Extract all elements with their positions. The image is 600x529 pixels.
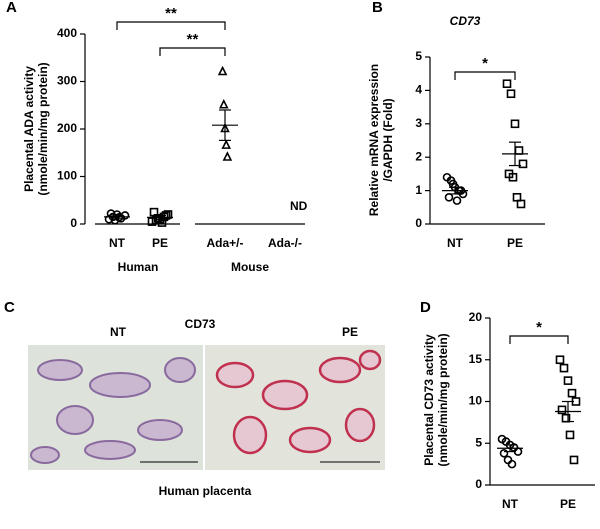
x-tick-label: PE — [560, 497, 576, 511]
y-tick-label: 20 — [469, 310, 483, 324]
data-point — [217, 65, 228, 76]
y-tick-label: 3 — [415, 116, 422, 130]
data-point — [163, 210, 173, 219]
y-tick-label: 2 — [415, 149, 422, 163]
x-tick-label: Ada-/- — [268, 236, 302, 250]
data-point — [219, 98, 229, 109]
data-point — [510, 119, 520, 129]
significance-label: ** — [187, 31, 199, 48]
data-point — [452, 196, 462, 205]
y-tick-label: 15 — [469, 352, 483, 366]
y-tick-label: 0 — [475, 477, 482, 491]
x-tick-label: NT — [447, 236, 464, 250]
data-point — [502, 79, 512, 89]
data-point — [569, 455, 579, 465]
image-caption: Human placenta — [159, 484, 252, 498]
data-point — [222, 151, 233, 161]
y-tick-label: 200 — [57, 121, 77, 135]
significance-label: ** — [165, 5, 177, 22]
y-tick-label: 4 — [415, 83, 422, 97]
significance-bracket — [159, 47, 226, 56]
significance-label: * — [482, 55, 488, 72]
data-point — [444, 192, 454, 202]
x-tick-label: NT — [502, 497, 519, 511]
panel-label: B — [372, 0, 383, 16]
y-tick-label: 5 — [475, 435, 482, 449]
y-tick-label: 5 — [415, 49, 422, 63]
x-tick-label: PE — [507, 236, 523, 250]
significance-bracket — [509, 335, 569, 344]
panel-label: D — [420, 299, 431, 316]
data-point — [555, 355, 565, 365]
panel-label: C — [4, 299, 15, 316]
y-tick-label: 100 — [57, 169, 77, 183]
annotation: ND — [290, 199, 308, 213]
data-point — [507, 459, 517, 469]
y-tick-label: 10 — [469, 394, 483, 408]
x-tick-label: Ada+/- — [206, 236, 243, 250]
data-point — [563, 376, 573, 385]
data-point — [508, 172, 518, 182]
data-point — [516, 199, 526, 209]
image-label: NT — [110, 325, 127, 339]
image-label: PE — [342, 325, 358, 339]
data-point — [518, 159, 528, 169]
y-tick-label: 0 — [415, 216, 422, 230]
y-axis-label: (nmole/min/mg protein) — [36, 62, 50, 195]
y-axis-label: Placental ADA activity — [22, 66, 36, 192]
significance-label: * — [536, 319, 542, 336]
data-point — [559, 363, 569, 373]
data-point — [499, 448, 509, 458]
significance-bracket — [116, 21, 226, 30]
x-tick-label: PE — [152, 236, 168, 250]
chart-title: CD73 — [450, 14, 481, 28]
y-axis-label: /GAPDH (Fold) — [381, 98, 395, 181]
histology-image — [28, 345, 385, 470]
data-point — [565, 430, 575, 440]
y-tick-label: 300 — [57, 74, 77, 88]
y-tick-label: 400 — [57, 26, 77, 40]
image-label: CD73 — [185, 317, 216, 331]
y-tick-label: 1 — [415, 183, 422, 197]
y-tick-label: 0 — [70, 216, 77, 230]
significance-bracket — [454, 71, 516, 80]
data-point — [514, 146, 524, 155]
data-point — [221, 139, 231, 149]
data-point — [506, 89, 516, 99]
x-tick-label: NT — [109, 236, 126, 250]
panel-label: A — [6, 0, 17, 16]
y-axis-label: (nmole/min/mg protein) — [436, 333, 450, 466]
group-label: Mouse — [231, 260, 269, 274]
data-point — [503, 455, 513, 465]
data-point — [557, 405, 567, 415]
data-point — [567, 388, 577, 398]
y-axis-label: Placental CD73 activity — [422, 334, 436, 466]
y-axis-label: Relative mRNA expression — [367, 64, 381, 216]
group-label: Human — [118, 260, 159, 274]
